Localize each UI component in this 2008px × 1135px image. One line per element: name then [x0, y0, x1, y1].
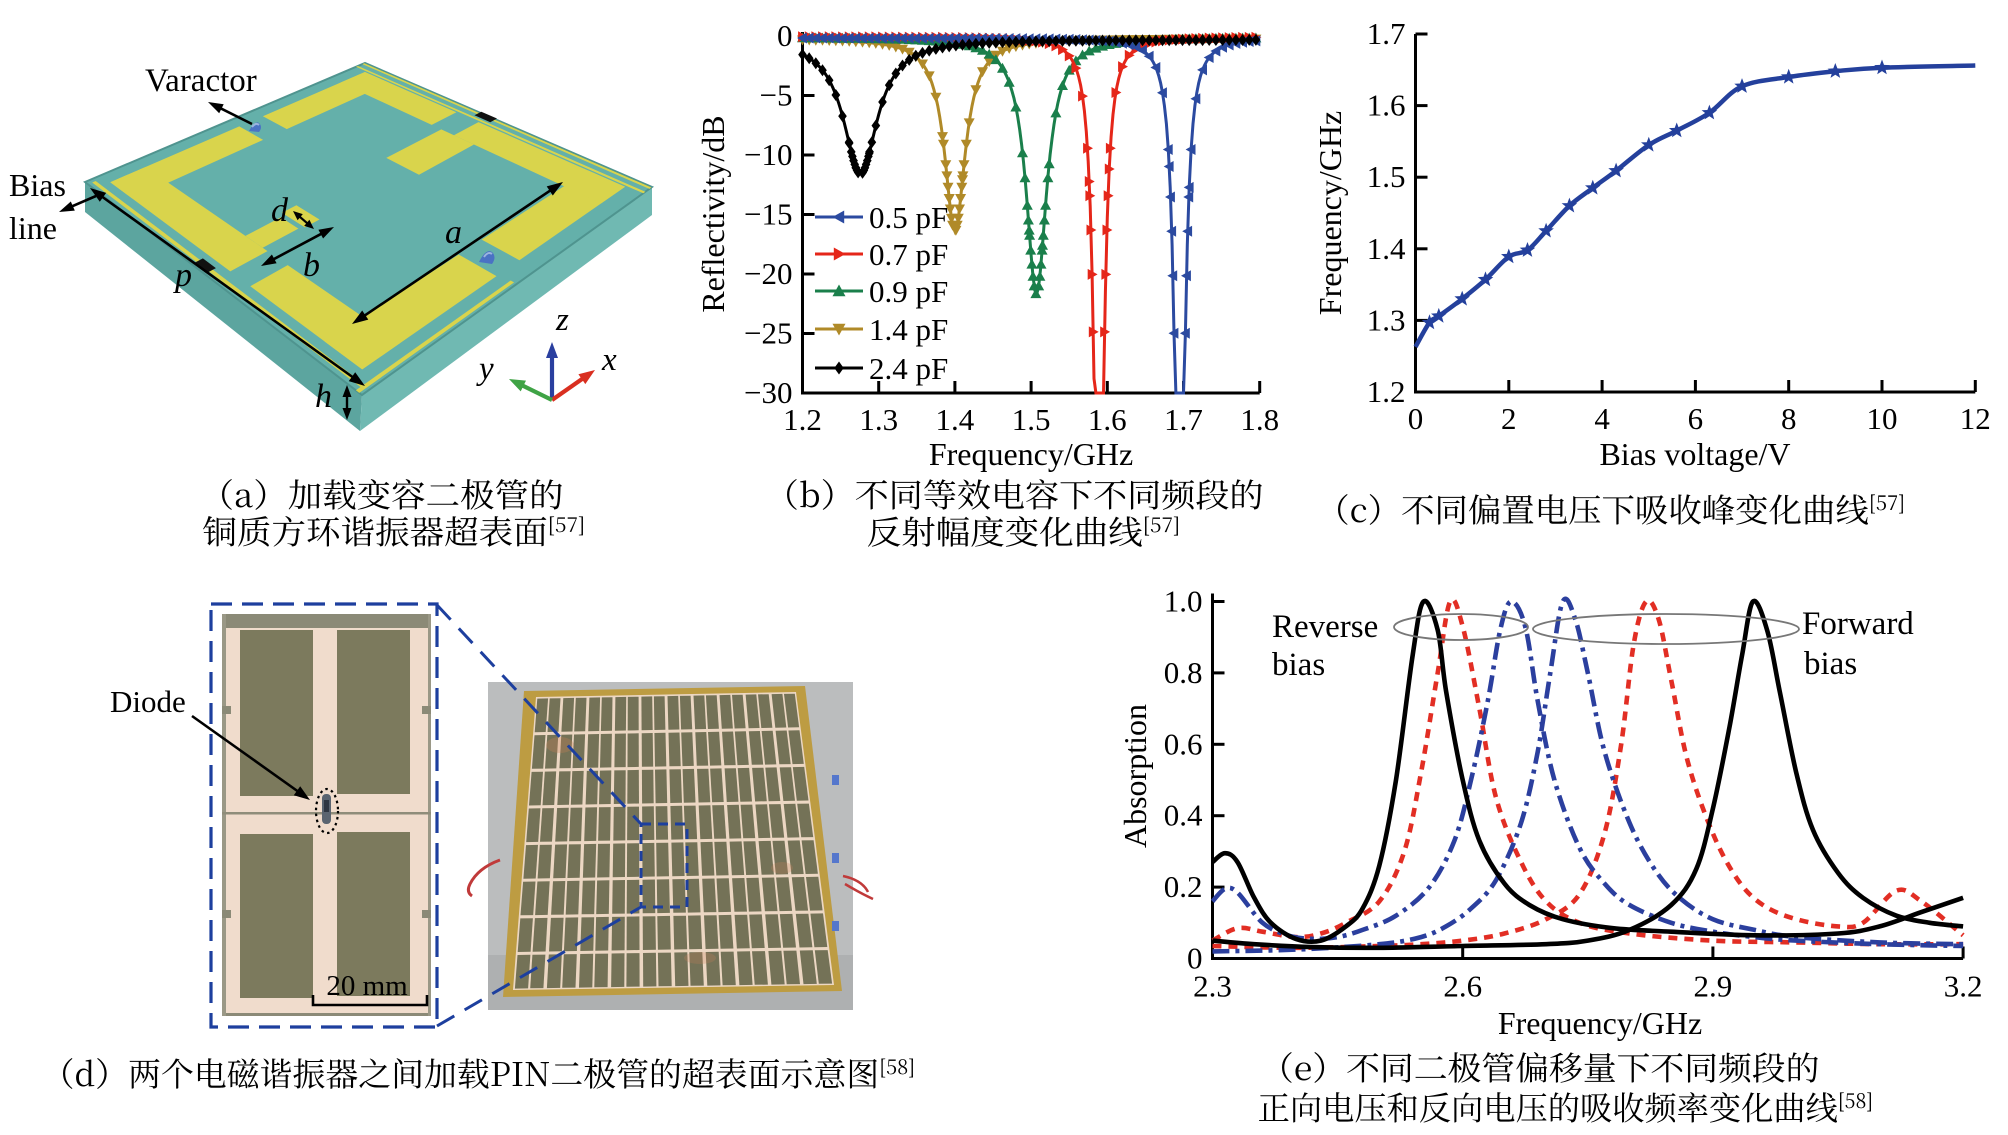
- svg-text:Reflectivity/dB: Reflectivity/dB: [695, 115, 731, 312]
- svg-text:6: 6: [1688, 401, 1704, 436]
- svg-text:line: line: [9, 210, 57, 246]
- svg-text:0: 0: [1408, 401, 1424, 436]
- svg-text:a: a: [445, 214, 462, 251]
- svg-text:b: b: [303, 247, 320, 284]
- svg-text:8: 8: [1781, 401, 1797, 436]
- svg-text:bias: bias: [1804, 646, 1857, 682]
- svg-text:−5: −5: [760, 78, 793, 113]
- svg-text:1.2: 1.2: [1367, 374, 1406, 409]
- svg-text:0.7 pF: 0.7 pF: [869, 237, 948, 272]
- svg-text:y: y: [476, 351, 494, 387]
- svg-text:−15: −15: [744, 197, 792, 232]
- svg-text:3.2: 3.2: [1944, 969, 1983, 1004]
- svg-text:0.2: 0.2: [1164, 869, 1203, 904]
- svg-text:0: 0: [777, 18, 793, 53]
- svg-text:p: p: [173, 257, 192, 294]
- svg-text:Reverse: Reverse: [1272, 609, 1378, 645]
- svg-text:1.4: 1.4: [1367, 231, 1406, 266]
- svg-text:2.9: 2.9: [1694, 969, 1733, 1004]
- svg-text:Forward: Forward: [1802, 606, 1914, 642]
- svg-text:Frequency/GHz: Frequency/GHz: [1312, 111, 1348, 315]
- svg-text:Diode: Diode: [110, 684, 186, 719]
- svg-text:1.4: 1.4: [936, 402, 975, 437]
- svg-text:Bias voltage/V: Bias voltage/V: [1599, 436, 1790, 472]
- svg-text:0: 0: [1187, 941, 1203, 976]
- svg-text:2.3: 2.3: [1193, 969, 1232, 1004]
- svg-text:Bias: Bias: [9, 167, 66, 203]
- svg-text:z: z: [555, 302, 569, 338]
- svg-text:1.5: 1.5: [1367, 159, 1406, 194]
- svg-text:4: 4: [1594, 401, 1610, 436]
- svg-text:−10: −10: [744, 137, 792, 172]
- svg-text:2: 2: [1501, 401, 1517, 436]
- svg-text:0.9 pF: 0.9 pF: [869, 274, 948, 309]
- svg-text:−30: −30: [744, 375, 792, 410]
- svg-text:x: x: [601, 342, 617, 378]
- svg-text:2.6: 2.6: [1443, 969, 1482, 1004]
- svg-text:1.6: 1.6: [1088, 402, 1127, 437]
- svg-text:1.2: 1.2: [783, 402, 822, 437]
- svg-text:1.3: 1.3: [859, 402, 898, 437]
- svg-text:1.0: 1.0: [1164, 584, 1203, 619]
- svg-text:Frequency/GHz: Frequency/GHz: [1498, 1005, 1702, 1041]
- svg-text:0.6: 0.6: [1164, 726, 1203, 761]
- svg-text:12: 12: [1960, 401, 1991, 436]
- svg-text:Frequency/GHz: Frequency/GHz: [929, 436, 1133, 472]
- svg-text:−25: −25: [744, 316, 792, 351]
- svg-text:10: 10: [1867, 401, 1898, 436]
- svg-text:Varactor: Varactor: [145, 63, 257, 99]
- svg-text:20 mm: 20 mm: [326, 970, 408, 1002]
- svg-text:−20: −20: [744, 256, 792, 291]
- svg-text:2.4 pF: 2.4 pF: [869, 351, 948, 386]
- svg-text:0.8: 0.8: [1164, 655, 1203, 690]
- svg-text:d: d: [271, 192, 289, 229]
- svg-text:1.6: 1.6: [1367, 88, 1406, 123]
- svg-text:1.4 pF: 1.4 pF: [869, 312, 948, 347]
- svg-text:bias: bias: [1272, 647, 1325, 683]
- svg-text:Absorption: Absorption: [1117, 704, 1153, 848]
- svg-text:1.7: 1.7: [1164, 402, 1203, 437]
- svg-text:0.4: 0.4: [1164, 798, 1203, 833]
- svg-text:h: h: [315, 378, 332, 415]
- svg-text:1.8: 1.8: [1240, 402, 1279, 437]
- svg-text:1.3: 1.3: [1367, 302, 1406, 337]
- svg-text:0.5 pF: 0.5 pF: [869, 200, 948, 235]
- svg-text:1.7: 1.7: [1367, 16, 1406, 51]
- svg-text:1.5: 1.5: [1012, 402, 1051, 437]
